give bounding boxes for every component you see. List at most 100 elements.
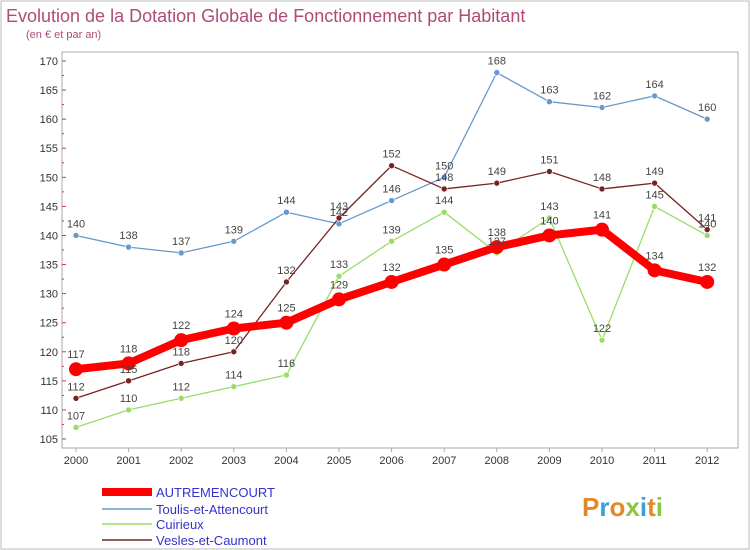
x-tick-label: 2004 bbox=[274, 455, 298, 467]
chart-title: Evolution de la Dotation Globale de Fonc… bbox=[6, 6, 525, 26]
data-point bbox=[651, 203, 658, 210]
data-label: 125 bbox=[277, 303, 295, 315]
data-point bbox=[703, 115, 711, 123]
data-label: 137 bbox=[172, 236, 190, 248]
y-tick-label: 135 bbox=[40, 260, 58, 272]
data-point bbox=[651, 92, 658, 100]
data-point bbox=[493, 179, 501, 187]
data-label: 143 bbox=[540, 201, 558, 213]
data-point bbox=[651, 179, 658, 187]
data-point bbox=[230, 383, 238, 390]
data-label: 163 bbox=[540, 85, 558, 97]
data-label: 129 bbox=[330, 279, 348, 291]
data-label: 116 bbox=[278, 358, 296, 370]
data-label: 138 bbox=[119, 230, 137, 242]
x-tick-label: 2008 bbox=[485, 455, 509, 467]
data-point bbox=[703, 232, 711, 239]
data-point bbox=[72, 232, 80, 239]
x-tick-label: 2003 bbox=[222, 455, 246, 467]
y-tick-label: 165 bbox=[40, 85, 58, 97]
data-point bbox=[542, 228, 557, 243]
x-tick-label: 2009 bbox=[537, 455, 561, 467]
data-label: 140 bbox=[698, 218, 716, 230]
data-label: 146 bbox=[382, 184, 400, 196]
data-point bbox=[121, 356, 136, 371]
y-tick-label: 150 bbox=[40, 172, 58, 184]
data-point bbox=[489, 240, 504, 255]
data-point bbox=[700, 274, 715, 289]
data-label: 110 bbox=[120, 393, 138, 405]
data-point bbox=[388, 162, 395, 169]
data-point bbox=[335, 272, 343, 280]
chart-subtitle: (en € et par an) bbox=[26, 29, 101, 41]
x-tick-label: 2005 bbox=[327, 455, 351, 467]
data-point bbox=[226, 321, 241, 336]
data-label: 145 bbox=[645, 189, 663, 201]
plot-frame bbox=[61, 51, 739, 449]
data-point bbox=[283, 371, 290, 379]
data-label: 162 bbox=[593, 91, 611, 103]
data-label: 132 bbox=[277, 265, 295, 277]
data-label: 118 bbox=[120, 343, 138, 355]
data-point bbox=[279, 315, 294, 330]
data-point bbox=[335, 214, 343, 222]
data-point bbox=[598, 185, 606, 193]
logo-letter: o bbox=[609, 492, 625, 522]
data-label: 152 bbox=[382, 149, 400, 161]
x-tick-label: 2000 bbox=[64, 455, 88, 467]
data-point bbox=[647, 263, 662, 278]
logo-letter: i bbox=[640, 492, 647, 522]
data-label: 148 bbox=[435, 172, 453, 184]
data-point bbox=[177, 360, 185, 367]
y-tick-label: 115 bbox=[40, 376, 58, 388]
data-label: 140 bbox=[540, 215, 558, 227]
data-label: 142 bbox=[330, 207, 348, 219]
data-point bbox=[493, 69, 501, 76]
data-point bbox=[69, 362, 83, 377]
legend-label: Cuirieux bbox=[156, 517, 204, 532]
logo-letter: i bbox=[656, 492, 663, 522]
data-label: 135 bbox=[435, 245, 453, 257]
data-point bbox=[230, 348, 238, 356]
data-label: 149 bbox=[488, 166, 506, 178]
data-label: 112 bbox=[67, 381, 85, 393]
data-point bbox=[72, 394, 80, 402]
y-tick-label: 110 bbox=[40, 405, 58, 417]
data-label: 134 bbox=[645, 250, 663, 262]
data-point bbox=[125, 377, 132, 385]
data-label: 118 bbox=[172, 346, 190, 358]
data-label: 107 bbox=[67, 410, 85, 422]
data-label: 137 bbox=[488, 236, 506, 248]
logo-letter: x bbox=[625, 492, 640, 522]
data-label: 122 bbox=[593, 323, 611, 335]
data-label: 112 bbox=[172, 381, 190, 393]
y-tick-label: 155 bbox=[40, 143, 58, 155]
data-label: 168 bbox=[488, 56, 506, 68]
data-label: 138 bbox=[488, 227, 506, 239]
data-point bbox=[283, 278, 290, 286]
data-point bbox=[125, 243, 132, 251]
data-point bbox=[283, 208, 290, 216]
data-label: 144 bbox=[435, 195, 453, 207]
y-tick-label: 125 bbox=[40, 318, 58, 330]
data-label: 122 bbox=[172, 320, 190, 332]
data-point bbox=[440, 208, 448, 216]
data-point bbox=[174, 333, 189, 348]
data-point bbox=[546, 98, 553, 106]
data-point bbox=[335, 220, 343, 228]
data-label: 132 bbox=[698, 262, 716, 274]
y-tick-label: 160 bbox=[40, 114, 58, 126]
legend-label: AUTREMENCOURT bbox=[156, 485, 275, 500]
data-label: 133 bbox=[330, 259, 348, 271]
data-label: 140 bbox=[67, 218, 85, 230]
x-tick-label: 2007 bbox=[432, 455, 456, 467]
legend-label: Toulis-et-Attencourt bbox=[156, 502, 268, 517]
logo-letter: r bbox=[599, 492, 609, 522]
y-tick-label: 120 bbox=[40, 347, 58, 359]
x-tick-label: 2012 bbox=[695, 455, 719, 467]
data-label: 164 bbox=[645, 79, 663, 91]
data-point bbox=[437, 257, 452, 272]
